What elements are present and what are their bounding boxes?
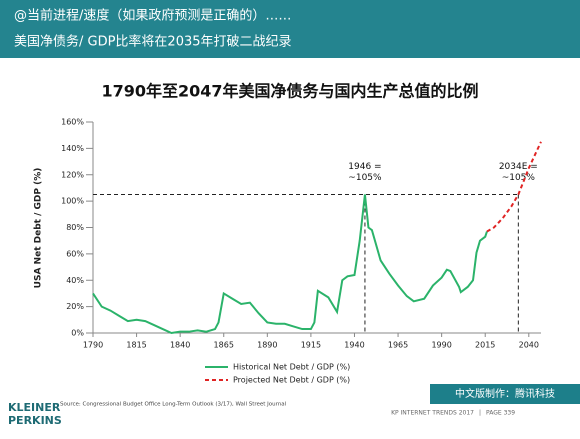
y-tick-label: 80%: [66, 223, 84, 232]
y-tick-label: 140%: [61, 144, 84, 153]
source: Source: Congressional Budget Office Long…: [60, 402, 287, 408]
header-band: [0, 0, 580, 58]
y-tick-label: 160%: [61, 118, 84, 127]
y-tick-label: 60%: [66, 249, 84, 258]
x-tick-label: 1865: [214, 341, 234, 350]
footer-text: PAGE 339: [486, 410, 515, 417]
x-tick-label: 1965: [388, 341, 408, 350]
annotation: ~105%: [348, 173, 382, 183]
y-tick-label: 20%: [66, 302, 84, 311]
chart-title: 1790年至2047年美国净债务与国内生产总值的比例: [101, 82, 478, 101]
y-tick-label: 100%: [61, 197, 84, 206]
header-line: 美国净债务/ GDP比率将在2035年打破二战纪录: [14, 34, 292, 50]
x-tick-label: 1915: [301, 341, 321, 350]
annotation: 2034E =: [499, 162, 538, 172]
x-tick-label: 1790: [83, 341, 103, 350]
x-tick-label: 1940: [344, 341, 364, 350]
header-line: @当前进程/速度（如果政府预测是正确的）……: [14, 8, 291, 24]
x-tick-label: 1815: [126, 341, 146, 350]
credit: 中文版制作：腾讯科技: [455, 387, 555, 400]
y-tick-label: 120%: [61, 170, 84, 179]
credit-band: [430, 384, 580, 404]
y-tick-label: 0%: [71, 329, 84, 338]
legend-label: Historical Net Debt / GDP (%): [233, 363, 350, 372]
annotation: 1946 =: [348, 162, 381, 172]
y-tick-label: 40%: [66, 276, 84, 285]
x-tick-label: 2015: [475, 341, 495, 350]
data-line: [486, 141, 542, 233]
data-line: [92, 194, 488, 335]
x-tick-label: 2040: [519, 341, 539, 350]
legend-label: Projected Net Debt / GDP (%): [233, 376, 350, 385]
footer-text: KP INTERNET TRENDS 2017: [391, 410, 474, 417]
y-axis-label: USA Net Debt / GDP (%): [34, 168, 44, 289]
logo: KLEINER: [8, 401, 61, 414]
x-tick-label: 1890: [257, 341, 277, 350]
x-tick-label: 1840: [170, 341, 190, 350]
x-tick-label: 1990: [431, 341, 451, 350]
footer-text: |: [479, 410, 481, 417]
annotation: ~105%: [502, 173, 536, 183]
logo: PERKINS: [8, 414, 62, 427]
